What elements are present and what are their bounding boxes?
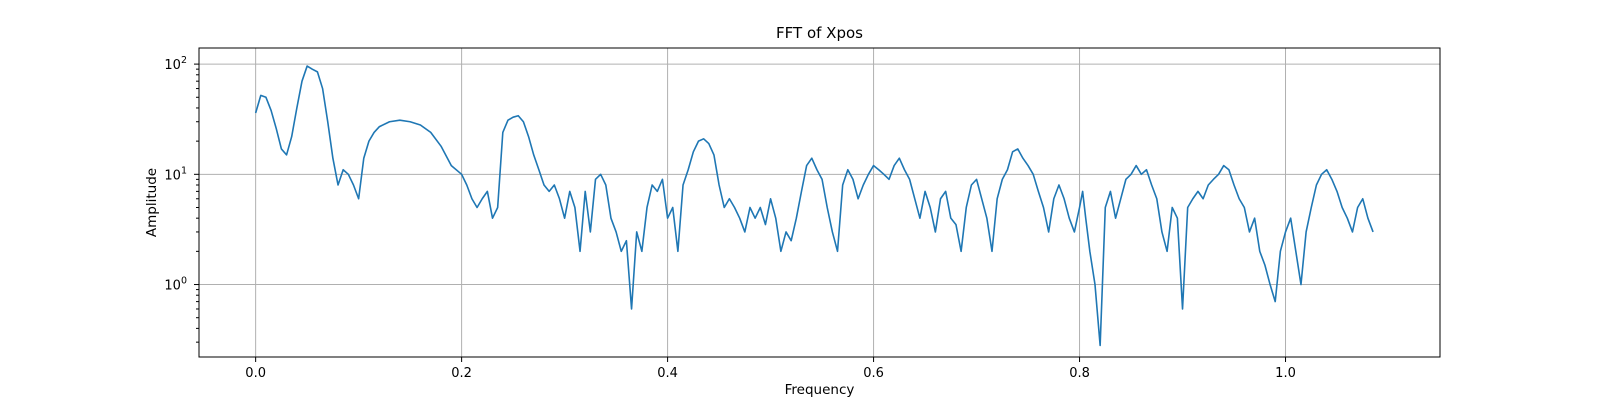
y-tick-label: 100 bbox=[164, 276, 187, 294]
x-tick-label: 0.6 bbox=[863, 366, 884, 381]
grid bbox=[199, 48, 1440, 357]
x-axis-ticks: 0.0 0.2 0.4 0.6 0.8 1.0 bbox=[245, 357, 1296, 381]
series-line-xpos bbox=[254, 65, 1374, 347]
x-tick-label: 0.2 bbox=[451, 366, 472, 381]
x-tick-label: 0.4 bbox=[657, 366, 678, 381]
x-axis-label: Frequency bbox=[785, 382, 855, 398]
y-tick-label: 101 bbox=[164, 165, 187, 183]
x-tick-label: 0.8 bbox=[1069, 366, 1090, 381]
y-axis-label: Amplitude bbox=[144, 168, 160, 237]
plot-frame bbox=[198, 47, 1441, 358]
y-tick-label: 102 bbox=[164, 55, 187, 73]
x-tick-label: 1.0 bbox=[1275, 366, 1296, 381]
chart-title: FFT of Xpos bbox=[776, 24, 863, 42]
y-axis-ticks: 100 101 102 bbox=[164, 55, 199, 343]
x-tick-label: 0.0 bbox=[245, 366, 266, 381]
